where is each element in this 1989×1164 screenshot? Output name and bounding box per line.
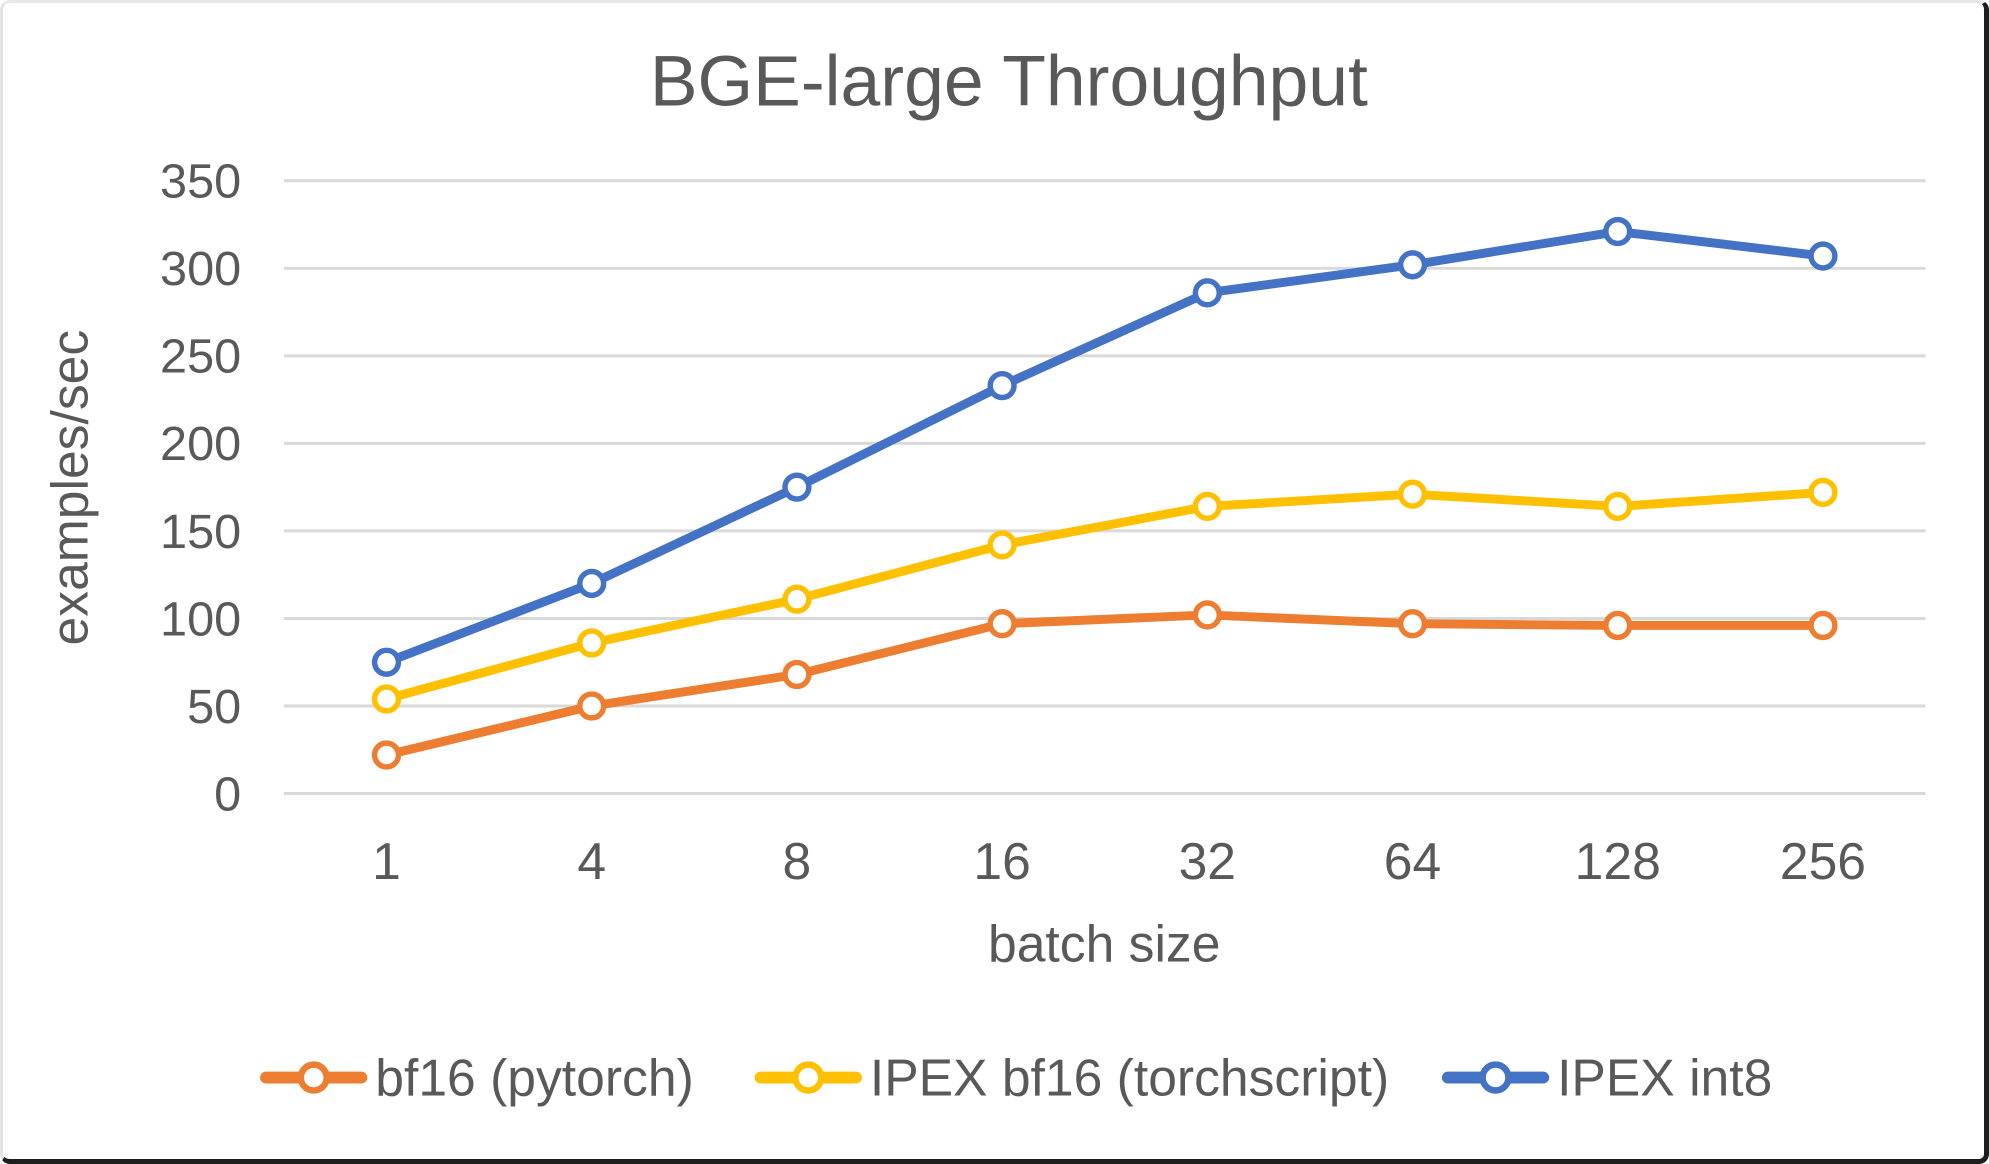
x-axis-tick-labels: 1 4 8 16 32 64 128 256 [372,832,1866,890]
legend-marker-icon [792,1061,825,1094]
x-tick-256: 256 [1780,832,1866,890]
legend-label: IPEX bf16 (torchscript) [870,1048,1389,1106]
marker-bf16 (pytorch)-x4 [577,691,607,721]
y-tick-100: 100 [160,592,241,646]
marker-IPEX bf16 (torchscript)-x32 [1192,491,1222,522]
legend-item-IPEX int8: IPEX int8 [1441,1048,1772,1106]
y-axis-title: examples/sec [40,330,98,646]
marker-bf16 (pytorch)-x32 [1192,600,1222,630]
y-axis-tick-labels: 0 50 100 150 200 250 300 350 [160,155,241,822]
marker-bf16 (pytorch)-x256 [1808,610,1838,641]
marker-IPEX int8-x1 [371,647,402,677]
y-tick-300: 300 [160,242,241,296]
marker-IPEX int8-x8 [782,472,812,502]
marker-bf16 (pytorch)-x128 [1603,610,1633,641]
x-tick-16: 16 [973,832,1030,890]
marker-IPEX bf16 (torchscript)-x8 [782,584,812,614]
legend-label: IPEX int8 [1557,1048,1772,1106]
series-lines [371,216,1838,770]
chart-title: BGE-large Throughput [650,41,1368,121]
marker-IPEX int8-x256 [1808,241,1838,271]
legend-item-bf16 (pytorch): bf16 (pytorch) [260,1048,694,1106]
marker-IPEX int8-x128 [1603,216,1633,247]
legend-marker-icon [297,1061,330,1094]
legend-item-IPEX bf16 (torchscript): IPEX bf16 (torchscript) [754,1048,1389,1106]
throughput-line-chart: 0 50 100 150 200 250 300 350 1 4 8 16 32 64 128 256 bf… [40,41,1926,1106]
x-tick-8: 8 [783,832,812,890]
legend-label: bf16 (pytorch) [375,1048,694,1106]
marker-IPEX bf16 (torchscript)-x16 [987,530,1017,560]
x-tick-1: 1 [372,832,401,890]
marker-IPEX int8-x64 [1397,250,1428,280]
gridlines [283,179,1926,796]
y-tick-150: 150 [160,505,241,559]
line-IPEX int8 [382,227,1828,667]
marker-IPEX int8-x32 [1192,278,1222,308]
marker-IPEX int8-x4 [577,568,607,599]
marker-IPEX bf16 (torchscript)-x4 [577,628,607,658]
y-tick-0: 0 [214,767,241,821]
x-tick-32: 32 [1179,832,1236,890]
y-tick-250: 250 [160,330,241,384]
marker-bf16 (pytorch)-x16 [987,609,1017,639]
x-tick-64: 64 [1384,832,1441,890]
marker-bf16 (pytorch)-x64 [1397,609,1428,639]
marker-bf16 (pytorch)-x8 [782,659,812,690]
legend: bf16 (pytorch) IPEX bf16 (torchscript) IPE… [260,1048,1772,1106]
y-tick-200: 200 [160,417,241,471]
marker-IPEX bf16 (torchscript)-x256 [1808,477,1838,508]
x-tick-128: 128 [1575,832,1661,890]
x-tick-4: 4 [577,832,606,890]
y-tick-50: 50 [187,680,241,734]
marker-bf16 (pytorch)-x1 [371,740,402,770]
marker-IPEX bf16 (torchscript)-x64 [1397,479,1428,509]
marker-IPEX bf16 (torchscript)-x1 [371,684,402,714]
marker-IPEX bf16 (torchscript)-x128 [1603,491,1633,522]
line-IPEX bf16 (torchscript) [382,487,1828,704]
legend-marker-icon [1479,1061,1512,1094]
line-bf16 (pytorch) [382,610,1828,760]
y-tick-350: 350 [160,155,241,209]
marker-IPEX int8-x16 [987,370,1017,401]
x-axis-title: batch size [988,914,1220,972]
